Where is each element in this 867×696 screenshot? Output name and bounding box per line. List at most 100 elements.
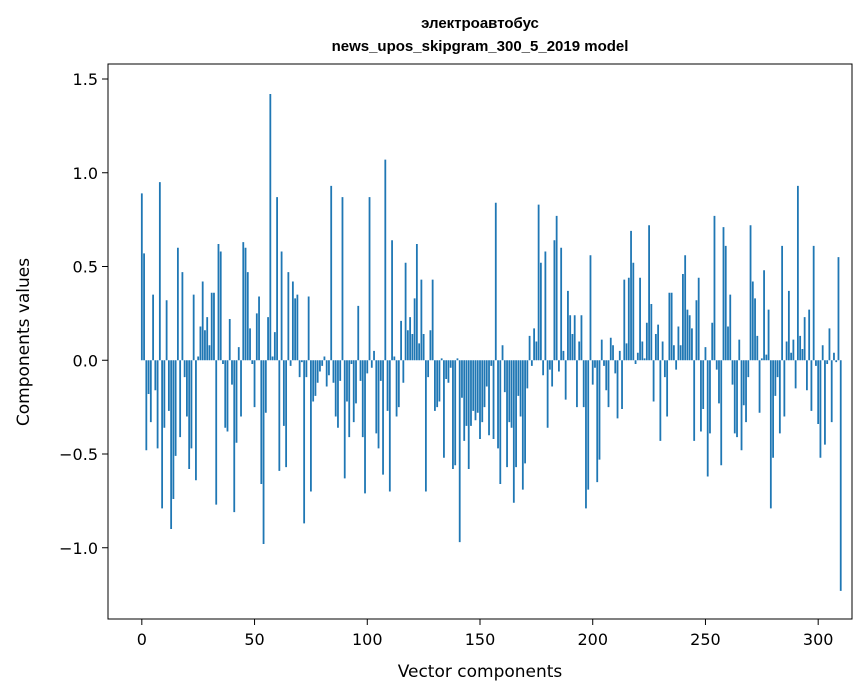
bar-64: [285, 360, 288, 468]
bar-270: [749, 225, 752, 361]
bar-245: [693, 360, 696, 441]
bar-141: [458, 360, 461, 543]
chart-title-line2: news_upos_skipgram_300_5_2019 model: [332, 38, 629, 55]
bar-282: [776, 360, 779, 378]
bar-129: [431, 279, 434, 361]
bar-75: [310, 360, 312, 492]
bar-260: [727, 326, 729, 361]
bar-187: [562, 350, 565, 361]
bar-157: [494, 202, 497, 361]
bar-154: [488, 360, 490, 436]
bar-114: [397, 360, 400, 408]
bar-234: [668, 292, 671, 361]
bar-296: [808, 309, 811, 361]
bar-195: [580, 315, 583, 361]
bar-258: [722, 227, 725, 361]
bar-94: [352, 360, 355, 423]
bar-136: [447, 360, 450, 383]
bar-57: [269, 94, 272, 361]
bar-198: [587, 360, 590, 490]
y-tick-label: 0.5: [73, 258, 98, 277]
bar-147: [472, 360, 475, 411]
bar-0: [140, 193, 143, 361]
bar-16: [176, 247, 179, 361]
bar-42: [235, 360, 238, 443]
bar-287: [787, 290, 790, 361]
bar-175: [535, 341, 538, 361]
bar-184: [555, 215, 558, 361]
bar-65: [287, 272, 290, 361]
y-tick-label: 0.0: [73, 351, 98, 370]
bar-167: [517, 360, 520, 396]
bar-215: [625, 343, 628, 361]
bar-115: [400, 320, 402, 361]
bar-289: [792, 339, 795, 361]
bar-100: [366, 360, 369, 374]
bar-196: [582, 360, 585, 408]
bar-221: [639, 277, 641, 361]
bar-251: [706, 360, 709, 477]
bar-134: [443, 360, 445, 458]
bar-153: [485, 360, 488, 387]
bar-206: [605, 360, 608, 391]
bar-214: [623, 279, 626, 361]
bar-109: [386, 360, 389, 411]
y-axis-ticks: −1.0 −0.5 0.0 0.5 1.0 1.5: [59, 70, 108, 558]
bar-194: [578, 341, 581, 361]
bar-160: [501, 345, 504, 361]
bar-306: [830, 360, 833, 423]
bar-37: [224, 360, 227, 428]
x-tick-label: 150: [465, 630, 496, 649]
bar-137: [449, 360, 452, 368]
bar-250: [704, 347, 707, 361]
y-tick-label: 1.5: [73, 70, 98, 89]
bar-176: [537, 204, 540, 361]
bar-297: [810, 360, 813, 411]
bar-51: [255, 313, 258, 361]
x-tick-label: 300: [803, 630, 834, 649]
bar-218: [632, 262, 635, 361]
bar-171: [526, 360, 529, 389]
chart-title-line1: электроавтобус: [421, 15, 539, 32]
bar-6: [154, 360, 157, 391]
bar-52: [258, 296, 260, 361]
bar-205: [603, 360, 605, 366]
bar-223: [643, 358, 646, 361]
bar-83: [328, 360, 330, 376]
bar-267: [742, 360, 745, 406]
bar-89: [341, 197, 344, 361]
x-tick-label: 0: [137, 630, 147, 649]
bar-188: [564, 360, 567, 400]
bar-203: [598, 360, 601, 460]
bar-133: [440, 358, 443, 361]
bar-19: [183, 360, 186, 378]
bar-87: [337, 360, 339, 428]
bar-290: [794, 360, 797, 389]
bar-40: [231, 360, 233, 385]
bar-84: [330, 185, 333, 361]
bar-50: [253, 360, 256, 408]
bar-106: [379, 360, 382, 381]
bar-149: [476, 360, 479, 413]
bar-7: [156, 360, 159, 449]
bar-131: [436, 360, 439, 408]
bar-81: [323, 356, 326, 361]
bar-308: [835, 360, 838, 363]
bar-43: [237, 347, 240, 361]
bar-304: [826, 360, 829, 364]
bar-158: [497, 360, 499, 449]
bar-189: [567, 290, 569, 361]
bar-98: [361, 360, 364, 438]
bar-238: [677, 326, 680, 361]
bar-48: [249, 328, 251, 361]
bar-291: [796, 185, 799, 361]
bar-292: [799, 335, 802, 361]
bar-44: [240, 360, 242, 417]
bar-123: [418, 343, 421, 361]
bar-211: [616, 360, 619, 419]
bar-118: [406, 330, 409, 361]
bar-91: [346, 360, 348, 402]
bar-55: [264, 360, 267, 413]
bar-161: [503, 360, 506, 393]
bar-233: [666, 360, 669, 417]
